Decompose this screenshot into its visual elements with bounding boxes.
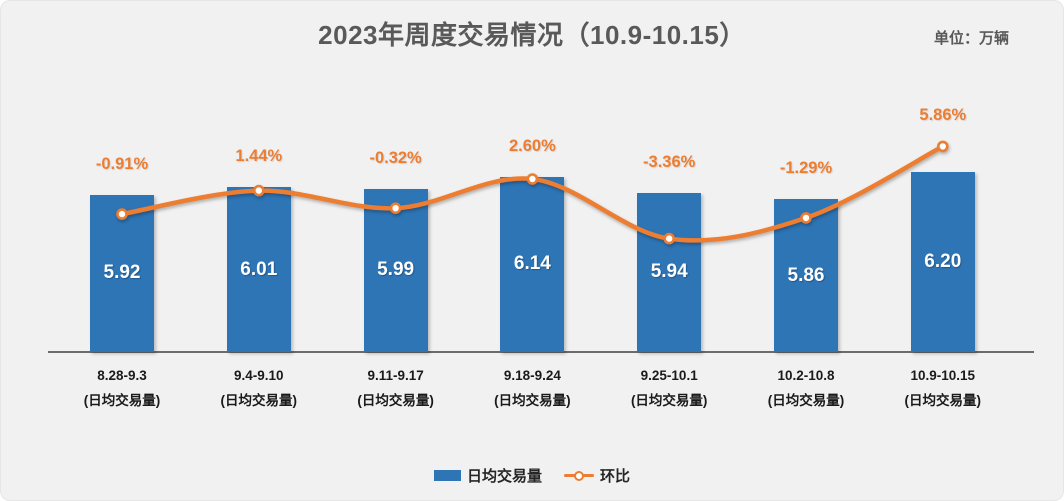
bar: 6.14 [500, 176, 565, 352]
x-axis-label: 10.2-10.8 (日均交易量) [736, 363, 876, 413]
unit-label: 单位：万辆 [933, 30, 1009, 47]
x-axis-label-range: 9.11-9.17 [367, 368, 424, 383]
x-axis-label: 8.28-9.3 (日均交易量) [52, 363, 192, 413]
legend-item-bar-series: 日均交易量 [433, 465, 542, 486]
x-axis-label-sub: (日均交易量) [904, 393, 982, 408]
x-axis-label-range: 10.9-10.15 [910, 368, 976, 383]
bar-value-label: 5.99 [377, 259, 415, 281]
bar: 5.92 [90, 194, 154, 352]
x-axis-label-range: 9.25-10.1 [640, 368, 698, 383]
x-axis-label-sub: (日均交易量) [767, 393, 845, 408]
legend-bar-label: 日均交易量 [466, 468, 542, 485]
line-point-marker [800, 212, 812, 224]
bar-value-label: 5.94 [650, 261, 688, 283]
bar: 5.94 [637, 192, 702, 352]
x-axis-label-sub: (日均交易量) [630, 393, 708, 408]
line-point-marker [526, 173, 539, 185]
bar-value-label: 6.14 [513, 253, 551, 275]
x-axis-label: 9.4-9.10 (日均交易量) [189, 363, 329, 413]
x-axis-label-range: 9.18-9.24 [503, 368, 561, 383]
line-point-marker [116, 208, 128, 220]
bar-value-label: 5.86 [787, 264, 825, 286]
x-axis-label-range: 9.4-9.10 [234, 368, 284, 383]
line-point-label: 1.44% [235, 147, 283, 166]
x-axis-label-sub: (日均交易量) [494, 393, 571, 408]
line-series-marker-icon [564, 470, 594, 481]
bar-value-label: 5.92 [103, 262, 141, 284]
legend: 日均交易量 环比 [1, 465, 1063, 486]
chart-title: 2023年周度交易情况（10.9-10.15） [318, 20, 746, 50]
x-axis-label-range: 8.28-9.3 [97, 368, 147, 383]
x-axis-line [48, 351, 1034, 354]
line-point-label: -1.29% [779, 159, 833, 178]
x-axis-label: 9.11-9.17 (日均交易量) [326, 363, 466, 413]
x-axis-label-sub: (日均交易量) [83, 393, 161, 408]
bar-value-label: 6.20 [924, 250, 962, 272]
x-axis-label: 9.18-9.24 (日均交易量) [462, 363, 602, 413]
legend-item-line-series: 环比 [564, 465, 630, 486]
line-point-marker [936, 140, 949, 153]
line-point-label: -0.91% [95, 154, 149, 173]
bar: 6.20 [910, 171, 975, 352]
x-axis-label-sub: (日均交易量) [220, 393, 298, 408]
x-axis-label-sub: (日均交易量) [357, 393, 434, 408]
x-axis-label-range: 10.2-10.8 [777, 368, 835, 383]
line-point-label: 2.60% [508, 136, 556, 155]
line-point-marker [663, 232, 676, 245]
legend-line-label: 环比 [600, 468, 631, 485]
x-axis-label: 10.9-10.15 (日均交易量) [873, 363, 1013, 413]
x-axis-label: 9.25-10.1 (日均交易量) [599, 363, 739, 413]
bar: 6.01 [226, 187, 291, 352]
line-point-marker [252, 184, 265, 197]
line-point-label: -0.32% [369, 148, 422, 167]
bar-series-swatch-icon [433, 470, 461, 481]
line-point-label: 5.86% [919, 106, 967, 125]
line-point-marker [389, 202, 402, 214]
bar: 5.99 [363, 188, 428, 352]
trend-line [119, 144, 946, 243]
bar-value-label: 6.01 [240, 258, 278, 280]
line-point-label: -3.36% [643, 152, 696, 171]
